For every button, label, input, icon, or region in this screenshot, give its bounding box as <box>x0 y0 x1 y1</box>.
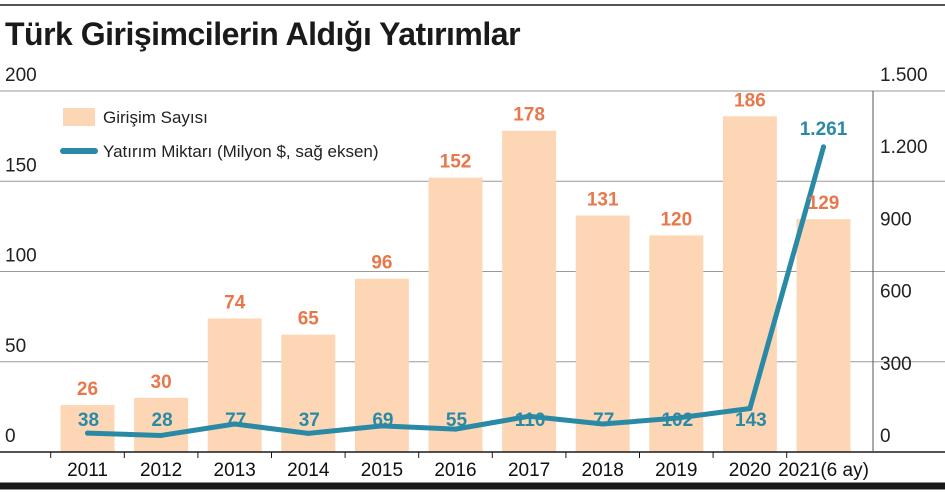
left-axis-tick-label: 50 <box>5 336 26 357</box>
x-tick-label: 2018 <box>582 460 624 481</box>
line-point <box>158 432 164 438</box>
line-value-label: 77 <box>225 410 246 431</box>
bar <box>502 130 557 452</box>
left-axis-tick-label: 0 <box>5 426 16 447</box>
left-axis-tick-label: 100 <box>5 246 37 267</box>
bar-value-label: 178 <box>513 105 545 126</box>
bar-value-label: 74 <box>224 292 246 313</box>
line-value-label: 102 <box>661 410 693 431</box>
x-tick-label: 2021(6 ay) <box>778 460 869 481</box>
line-point <box>673 415 679 421</box>
bar <box>722 116 777 453</box>
x-tick-label: 2014 <box>287 460 330 481</box>
x-tick-label: 2013 <box>214 460 256 481</box>
line-value-label: 38 <box>78 410 99 431</box>
chart-title: Türk Girişimcilerin Aldığı Yatırımlar <box>5 16 520 52</box>
line-series <box>85 144 826 438</box>
line-point <box>453 426 458 432</box>
bar-value-label: 26 <box>77 379 98 400</box>
line-point <box>305 430 311 436</box>
bar <box>796 219 851 452</box>
line-point <box>747 406 753 412</box>
bar <box>60 405 115 452</box>
x-tick-label: 2016 <box>434 460 476 481</box>
line-value-label: 110 <box>515 410 546 431</box>
bar-value-label: 152 <box>440 152 472 173</box>
bar-series <box>60 116 851 453</box>
line-value-label: 28 <box>152 410 173 431</box>
line-value-label: 55 <box>446 410 468 431</box>
line-value-label: 69 <box>372 410 393 431</box>
x-tick-label: 2017 <box>508 460 550 481</box>
bar-value-label: 129 <box>808 193 840 214</box>
left-axis-tick-label: 150 <box>5 155 37 176</box>
line-point <box>232 421 238 427</box>
bar-value-label: 131 <box>587 190 619 211</box>
bar <box>207 318 262 452</box>
line-point <box>85 430 90 436</box>
line-point <box>600 421 606 427</box>
line-point <box>379 423 385 429</box>
x-tick-label: 2015 <box>361 460 403 481</box>
legend-bar-swatch <box>63 108 95 126</box>
right-axis-tick-label: 900 <box>880 209 912 230</box>
bar <box>134 397 189 452</box>
bar-value-label: 186 <box>734 90 766 111</box>
legend: Girişim Sayısı Yatırım Miktarı (Milyon $… <box>60 108 379 161</box>
bar-value-label: 65 <box>298 309 320 330</box>
legend-bar-label: Girişim Sayısı <box>103 108 208 127</box>
axes: 0 50 100 150 200 0 300 600 900 1.200 1.500 2011 2012… <box>0 65 945 481</box>
line-point <box>526 413 532 419</box>
x-tick-label: 2011 <box>67 460 108 481</box>
legend-line-label: Yatırım Miktarı (Milyon $, sağ eksen) <box>103 142 379 161</box>
bar <box>575 215 630 452</box>
line-value-label: 1.261 <box>800 119 848 140</box>
bar <box>354 278 409 452</box>
line-value-label: 143 <box>735 410 767 431</box>
right-axis-tick-label: 600 <box>880 282 912 303</box>
bar-value-label: 30 <box>151 372 172 393</box>
line-value-label: 77 <box>593 410 614 431</box>
bar-value-label: 120 <box>660 209 692 230</box>
x-tick-label: 2020 <box>729 460 771 481</box>
line-value-label: 37 <box>299 410 320 431</box>
left-axis-tick-label: 200 <box>5 65 37 86</box>
x-tick-label: 2012 <box>140 460 182 481</box>
bar <box>428 177 483 452</box>
bar-value-label: 96 <box>371 253 392 274</box>
data-labels: 26 30 74 65 96 152 178 131 120 186 129 38 28 77 37 69 55… <box>77 90 848 431</box>
x-tick-label: 2019 <box>655 460 697 481</box>
right-axis-tick-label: 300 <box>880 354 912 375</box>
right-axis-tick-label: 1.200 <box>880 137 928 158</box>
line-point <box>821 144 826 150</box>
right-axis-tick-label: 0 <box>880 426 891 447</box>
right-axis-tick-label: 1.500 <box>880 65 928 86</box>
